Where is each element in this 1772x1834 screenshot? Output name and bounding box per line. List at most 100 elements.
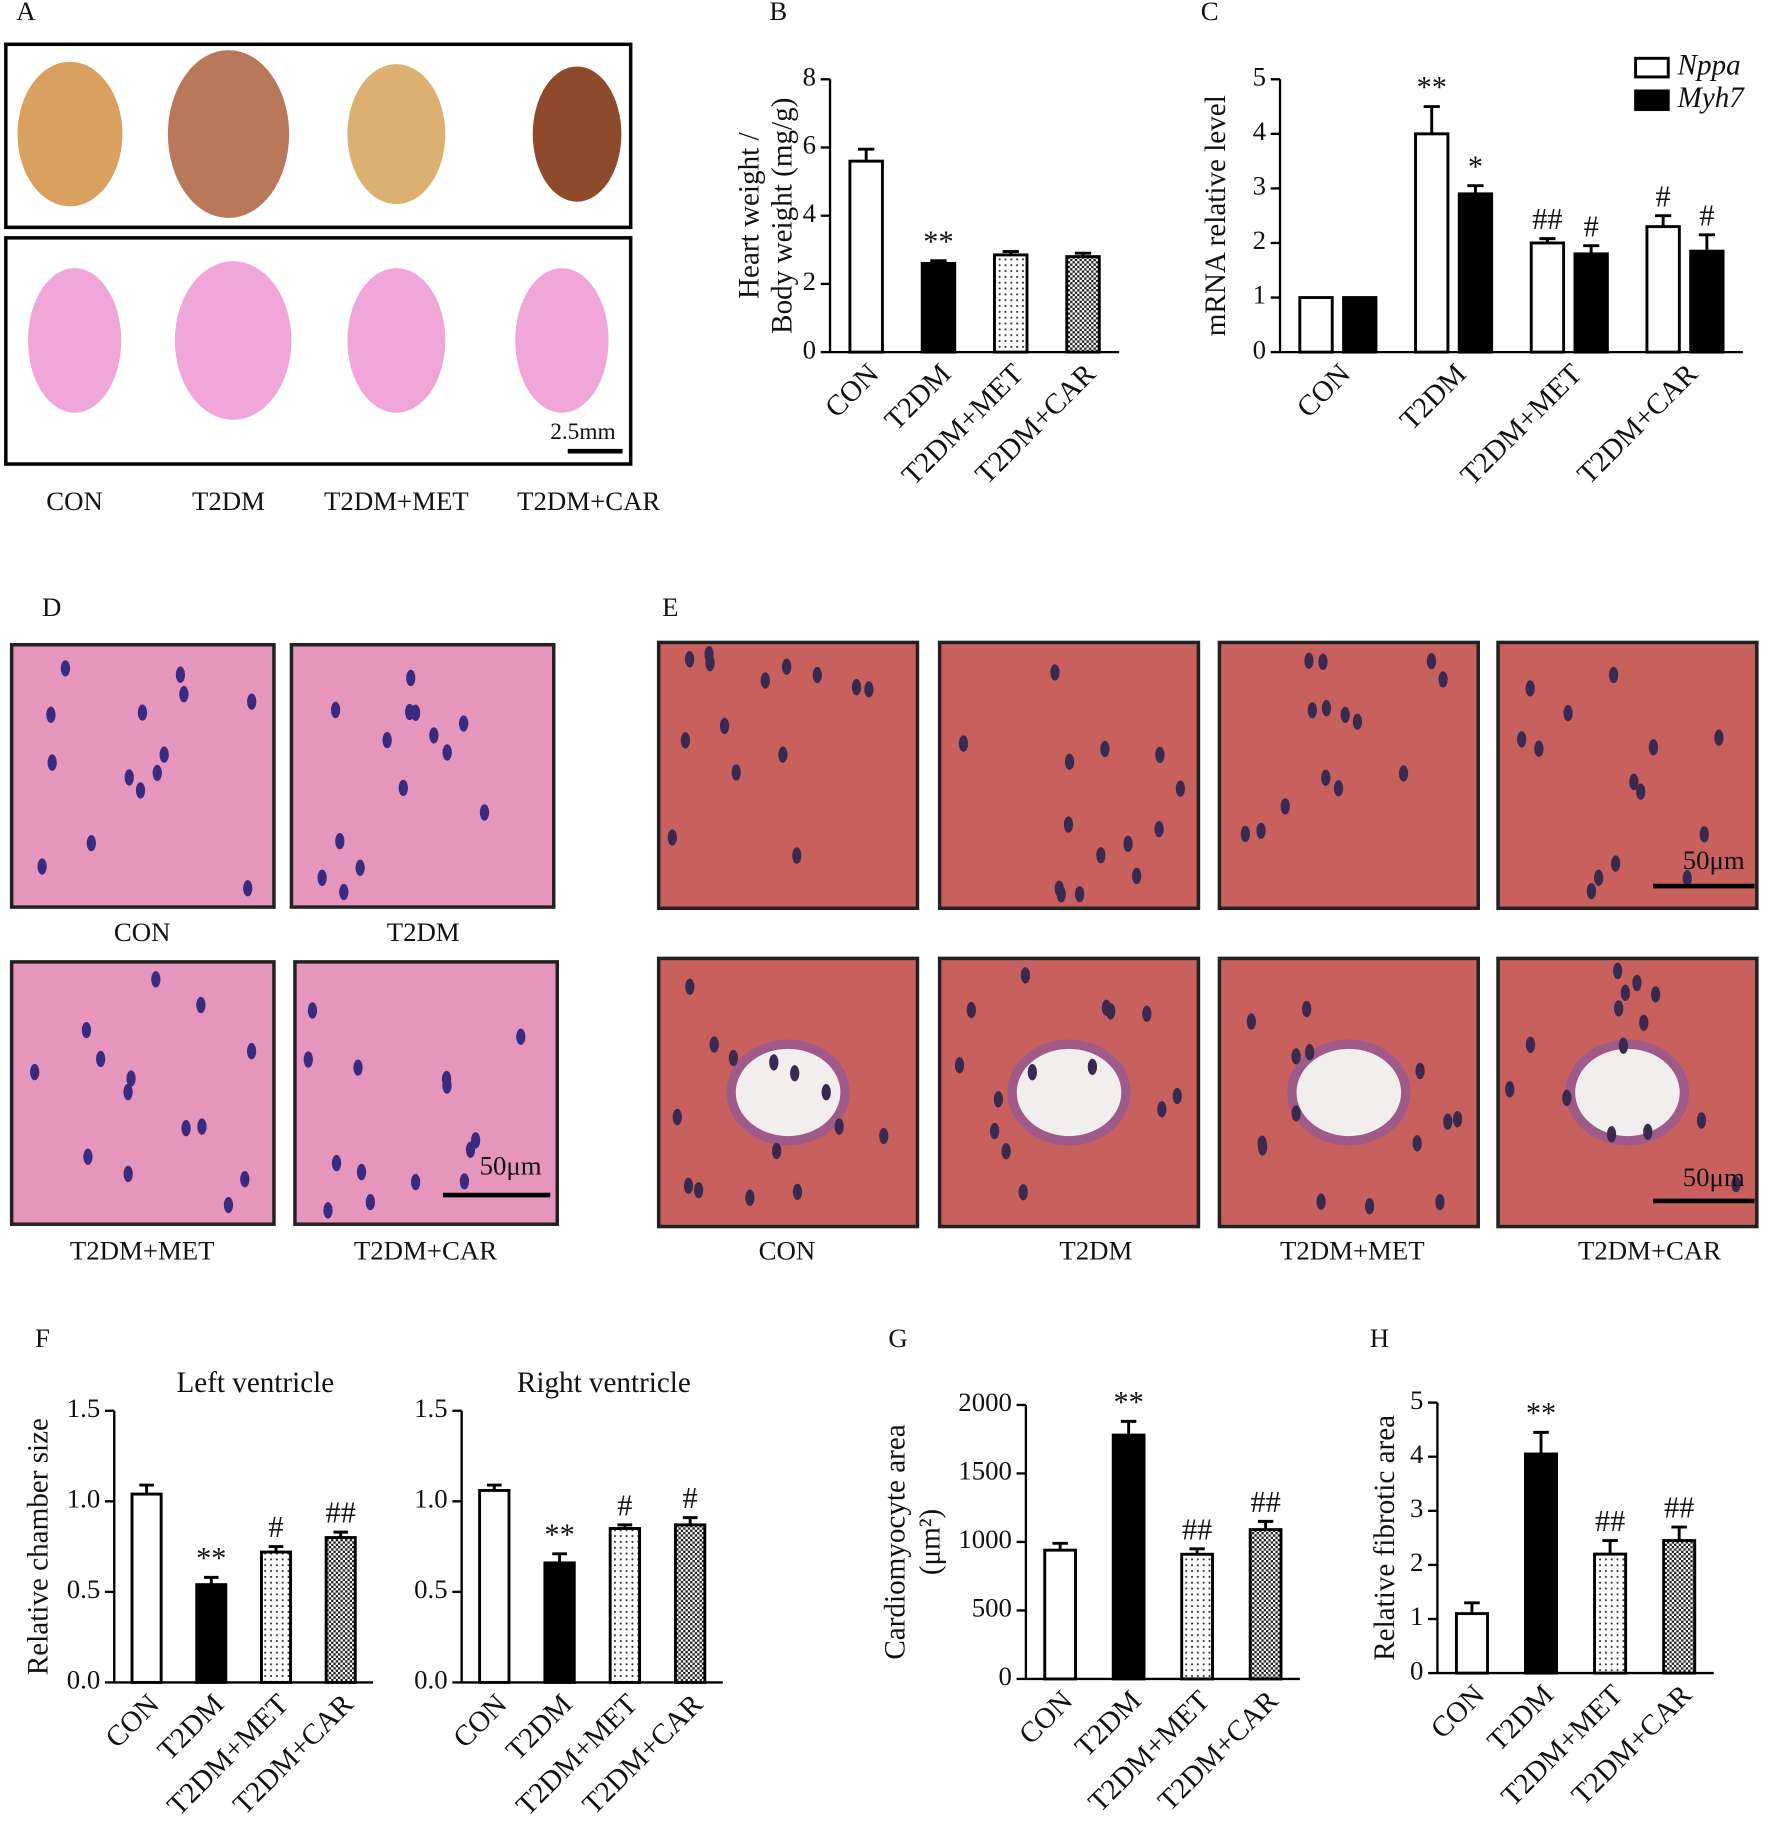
- nucleus: [834, 1118, 844, 1135]
- bar: [130, 1492, 163, 1684]
- nucleus: [778, 746, 788, 763]
- nucleus: [1316, 1193, 1326, 1210]
- legend-swatch: [1634, 56, 1670, 79]
- nucleus: [1340, 706, 1350, 724]
- nucleus: [223, 1196, 234, 1214]
- bar: [1248, 1528, 1283, 1681]
- error-bar: [930, 259, 947, 264]
- nucleus: [782, 658, 792, 675]
- y-tick-label: 0: [1253, 334, 1266, 364]
- nucleus: [1318, 653, 1328, 670]
- nucleus: [307, 1002, 318, 1019]
- y-tick-label: 1.0: [67, 1483, 100, 1513]
- nucleus: [37, 858, 47, 875]
- nucleus: [1100, 740, 1110, 758]
- nucleus: [1632, 974, 1642, 992]
- error-bar: [1423, 105, 1440, 134]
- bar: [920, 261, 957, 354]
- nucleus: [704, 646, 714, 663]
- nucleus: [246, 1043, 257, 1060]
- nucleus: [1443, 1113, 1453, 1130]
- nucleus: [1064, 753, 1075, 770]
- nucleus: [1142, 1005, 1152, 1022]
- nucleus: [851, 679, 862, 696]
- caption: T2DM+MET: [324, 486, 469, 516]
- nucleus: [1438, 671, 1448, 688]
- y-tick-label: 5: [1410, 1385, 1423, 1415]
- y-tick-label: 1: [1253, 280, 1266, 310]
- bar: [1454, 1612, 1489, 1675]
- nucleus: [1534, 740, 1544, 757]
- significance: ##: [1595, 1504, 1625, 1538]
- nucleus: [1517, 731, 1527, 748]
- error-bar: [1074, 251, 1092, 257]
- micrograph: [937, 640, 1201, 911]
- error-bar: [268, 1545, 284, 1553]
- nucleus: [1106, 1003, 1116, 1020]
- nucleus: [1398, 765, 1409, 782]
- nucleus: [1074, 885, 1085, 903]
- nucleus: [879, 1127, 889, 1145]
- y-tick-label: 0: [1410, 1655, 1423, 1685]
- nucleus: [331, 1154, 342, 1172]
- significance: **: [923, 224, 953, 258]
- y-axis-label: (μm²): [914, 1509, 946, 1575]
- nucleus: [1629, 773, 1639, 791]
- nucleus: [693, 1181, 704, 1199]
- nucleus: [30, 1063, 40, 1081]
- heart-section: [27, 268, 122, 413]
- nucleus: [685, 978, 695, 995]
- significance: *: [1468, 149, 1483, 183]
- nucleus: [1650, 986, 1661, 1003]
- micrograph: [9, 643, 276, 909]
- bar: [1689, 249, 1725, 354]
- nucleus: [769, 1054, 779, 1071]
- y-tick-label: 0: [803, 334, 816, 364]
- panel-label: G: [888, 1323, 907, 1353]
- nucleus: [1257, 1135, 1267, 1152]
- error-bar: [1602, 1539, 1618, 1555]
- nucleus: [1291, 1048, 1301, 1065]
- y-tick-label: 0: [998, 1661, 1011, 1691]
- nucleus: [1321, 700, 1332, 717]
- nucleus: [151, 971, 161, 988]
- y-tick-label: 500: [972, 1593, 1012, 1623]
- significance: ##: [1250, 1485, 1280, 1519]
- heart-section: [174, 261, 292, 420]
- caption: T2DM+MET: [70, 1236, 215, 1266]
- nucleus: [1714, 729, 1724, 746]
- bar: [1298, 296, 1334, 354]
- nucleus: [683, 1177, 694, 1194]
- nucleus: [516, 1028, 526, 1045]
- nucleus: [1648, 739, 1659, 756]
- nucleus: [470, 1132, 481, 1149]
- nucleus: [1643, 1123, 1653, 1141]
- nucleus: [1157, 1101, 1167, 1118]
- nucleus: [323, 1202, 333, 1219]
- nucleus: [966, 1001, 976, 1019]
- nucleus: [1020, 967, 1031, 984]
- chart-title: Right ventricle: [517, 1367, 691, 1399]
- caption: T2DM+CAR: [354, 1236, 497, 1266]
- nucleus: [709, 1036, 719, 1053]
- nucleus: [1321, 769, 1331, 786]
- nucleus: [954, 1057, 965, 1074]
- error-bar: [1698, 233, 1715, 252]
- error-bar: [552, 1552, 567, 1563]
- scale-bar-label: 50μm: [1683, 1162, 1745, 1192]
- nucleus: [1364, 1198, 1375, 1215]
- y-axis-label: Cardiomyocyte area: [879, 1424, 911, 1659]
- nucleus: [1620, 984, 1631, 1002]
- nucleus: [672, 1108, 682, 1126]
- micrographs: 2.5mm 50μm 50μm 50μm: [4, 42, 1759, 1229]
- nucleus: [1256, 822, 1266, 839]
- nucleus: [382, 731, 392, 749]
- y-tick-label: 1.0: [414, 1483, 447, 1513]
- nucleus: [406, 669, 416, 687]
- nucleus: [1307, 702, 1317, 719]
- heart-section: [347, 268, 446, 413]
- nucleus: [1682, 870, 1692, 887]
- y-tick-label: 4: [803, 198, 816, 228]
- nucleus: [123, 1083, 133, 1101]
